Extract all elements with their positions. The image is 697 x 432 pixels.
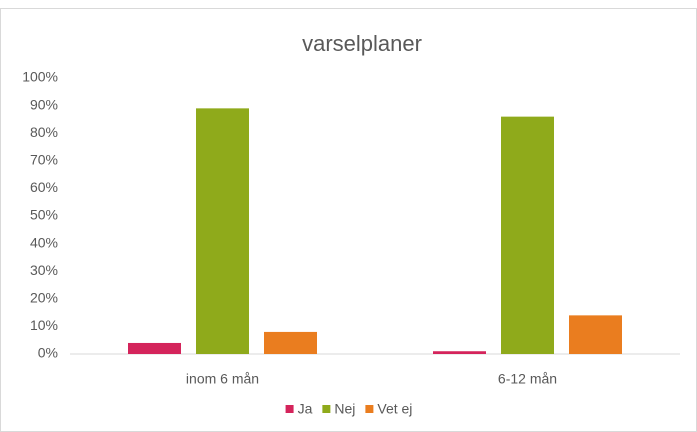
legend-swatch	[285, 405, 294, 413]
legend-swatch	[365, 405, 374, 413]
y-tick-label: 90%	[30, 96, 58, 112]
y-tick-label: 80%	[30, 124, 58, 140]
y-tick-label: 100%	[22, 69, 58, 85]
legend-label: Ja	[298, 401, 313, 417]
y-tick-label: 50%	[30, 207, 58, 223]
y-tick-label: 0%	[38, 345, 58, 361]
bar	[128, 342, 181, 354]
bar	[433, 351, 486, 354]
bar	[196, 108, 249, 354]
y-tick-label: 20%	[30, 290, 58, 306]
y-tick-label: 40%	[30, 234, 58, 250]
legend-label: Vet ej	[377, 401, 412, 417]
bar	[569, 315, 622, 354]
y-tick-label: 60%	[30, 179, 58, 195]
y-tick-label: 70%	[30, 152, 58, 168]
y-tick-label: 10%	[30, 317, 58, 333]
x-tick-label: 6-12 mån	[498, 371, 557, 387]
chart-border	[0, 8, 697, 432]
chart-title: varselplaner	[302, 31, 422, 56]
bar	[264, 331, 317, 354]
legend-label: Nej	[334, 401, 355, 417]
legend-swatch	[322, 405, 331, 413]
y-tick-label: 30%	[30, 262, 58, 278]
bar	[501, 116, 554, 354]
x-tick-label: inom 6 mån	[186, 371, 259, 387]
